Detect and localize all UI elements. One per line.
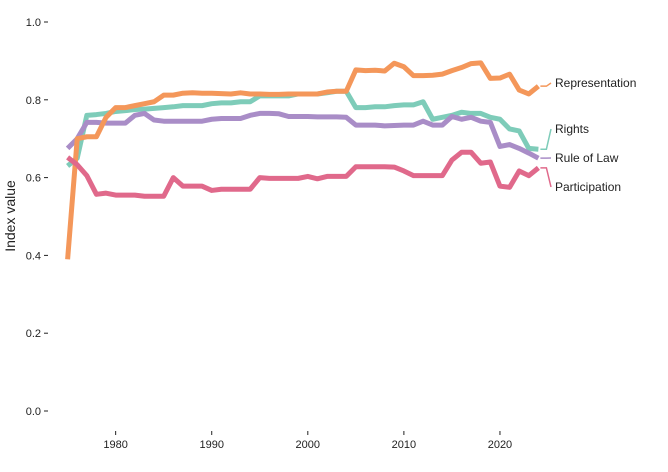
series-line-rule-of-law — [65, 110, 540, 161]
y-tick-label: 0.0 — [26, 406, 41, 418]
y-tick-label: 1.0 — [26, 17, 41, 29]
series-label-representation: Representation — [555, 76, 636, 90]
y-tick-label: 0.6 — [26, 173, 41, 185]
series-lines — [65, 60, 540, 260]
x-tick-label: 2020 — [488, 439, 512, 451]
x-axis: 1980 1990 2000 2010 2020 — [103, 431, 512, 451]
series-leader-line — [540, 82, 552, 87]
y-tick-label: 0.4 — [26, 250, 41, 262]
series-leader-line — [540, 128, 552, 150]
series-leader-line — [540, 167, 552, 188]
y-tick-label: 0.8 — [26, 95, 41, 107]
x-tick-label: 2000 — [296, 439, 320, 451]
series-label-participation: Participation — [555, 180, 621, 194]
y-tick-label: 0.2 — [26, 328, 41, 340]
series-line-representation — [65, 60, 540, 260]
series-label-rule-of-law: Rule of Law — [555, 151, 619, 165]
y-axis-title: Index value — [2, 180, 18, 252]
x-tick-label: 1980 — [103, 439, 127, 451]
x-tick-label: 1990 — [199, 439, 223, 451]
series-line-participation — [66, 149, 540, 199]
series-labels: Representation Rights Rule of Law Participa… — [540, 76, 636, 194]
series-label-rights: Rights — [555, 122, 589, 136]
x-tick-label: 2010 — [392, 439, 416, 451]
y-axis: 0.0 0.2 0.4 0.6 0.8 1.0 — [26, 17, 48, 418]
